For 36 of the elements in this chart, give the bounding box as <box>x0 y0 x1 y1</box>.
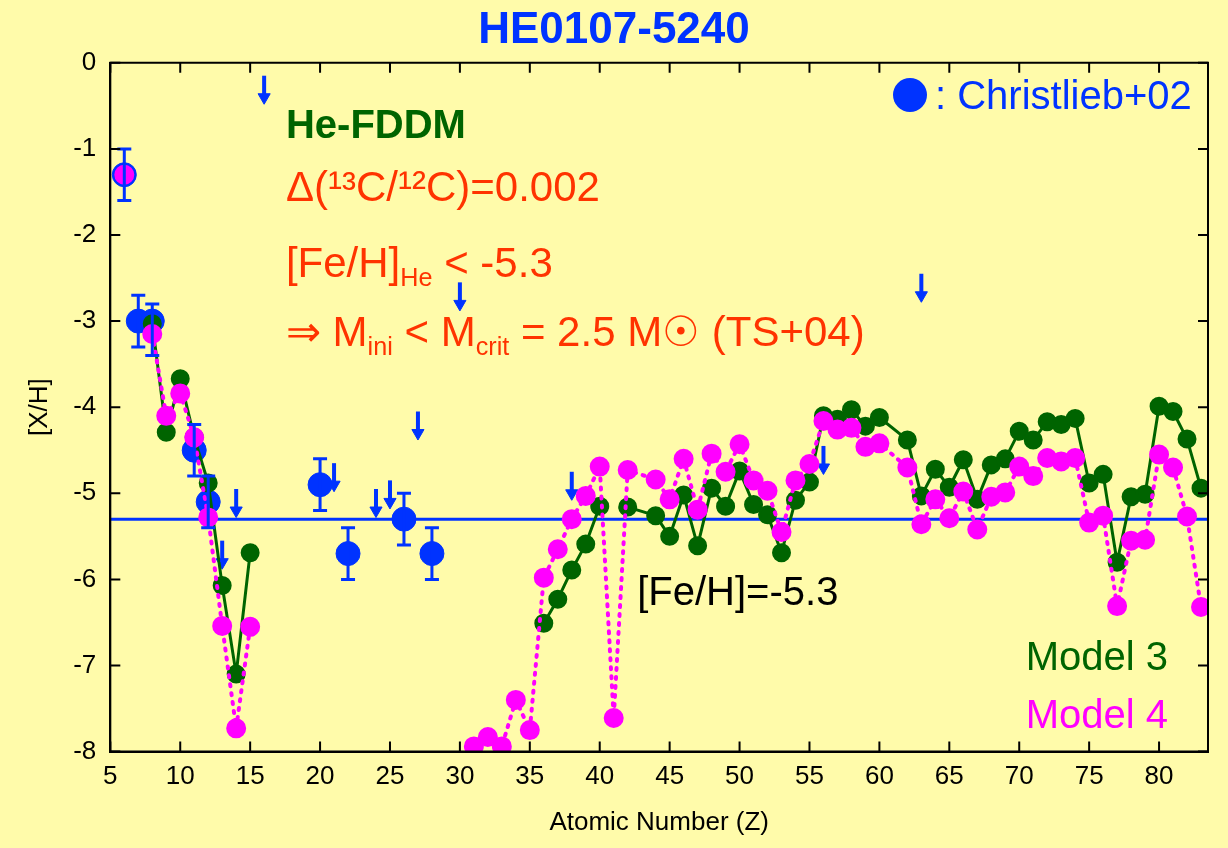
x-tick-label: 20 <box>305 760 335 791</box>
x-tick-label: 40 <box>585 760 615 791</box>
x-tick-label: 75 <box>1074 760 1104 791</box>
annotation: Δ(¹³C/¹²C)=0.002 <box>285 163 600 211</box>
text: : Christlieb+02 <box>935 72 1192 117</box>
annotation: He-FDDM <box>285 102 466 147</box>
chart-title: HE0107-5240 <box>478 2 750 52</box>
y-tick-label: -3 <box>73 304 97 335</box>
x-tick-label: 30 <box>445 760 475 791</box>
x-tick-label: 65 <box>934 760 964 791</box>
y-tick-label: -1 <box>73 132 97 163</box>
y-tick-label: 0 <box>81 45 97 76</box>
x-axis-title: Atomic Number (Z) <box>549 805 769 836</box>
annotation: [Fe/H]$_{He}$ < -5.3 <box>285 238 553 292</box>
y-tick-label: -4 <box>73 390 97 421</box>
x-tick-label: 5 <box>103 760 118 791</box>
x-tick-label: 55 <box>795 760 824 791</box>
y-tick-label: -7 <box>73 648 97 679</box>
x-tick-label: 80 <box>1144 760 1174 791</box>
x-tick-label: 45 <box>655 760 685 791</box>
x-tick-label: 60 <box>864 760 894 791</box>
ref-line-label: [Fe/H]=-5.3 <box>637 569 839 614</box>
text: Model 4 <box>1025 691 1168 736</box>
series-label: Model 3 <box>1025 633 1168 678</box>
y-tick-label: -2 <box>73 218 97 249</box>
x-tick-label: 10 <box>165 760 195 791</box>
y-tick-label: -6 <box>73 562 97 593</box>
x-tick-label: 15 <box>235 760 265 791</box>
annotation: ⇒ M$_{ini}$ < M$_{crit}$ = 2.5 M☉ (TS+04) <box>285 307 865 361</box>
x-tick-label: 25 <box>375 760 405 791</box>
x-tick-label: 50 <box>725 760 755 791</box>
x-tick-label: 35 <box>515 760 545 791</box>
y-tick-label: -8 <box>73 734 97 765</box>
y-tick-label: -5 <box>73 476 97 507</box>
x-tick-label: 70 <box>1004 760 1034 791</box>
y-axis-title: [X/H] <box>22 378 53 437</box>
